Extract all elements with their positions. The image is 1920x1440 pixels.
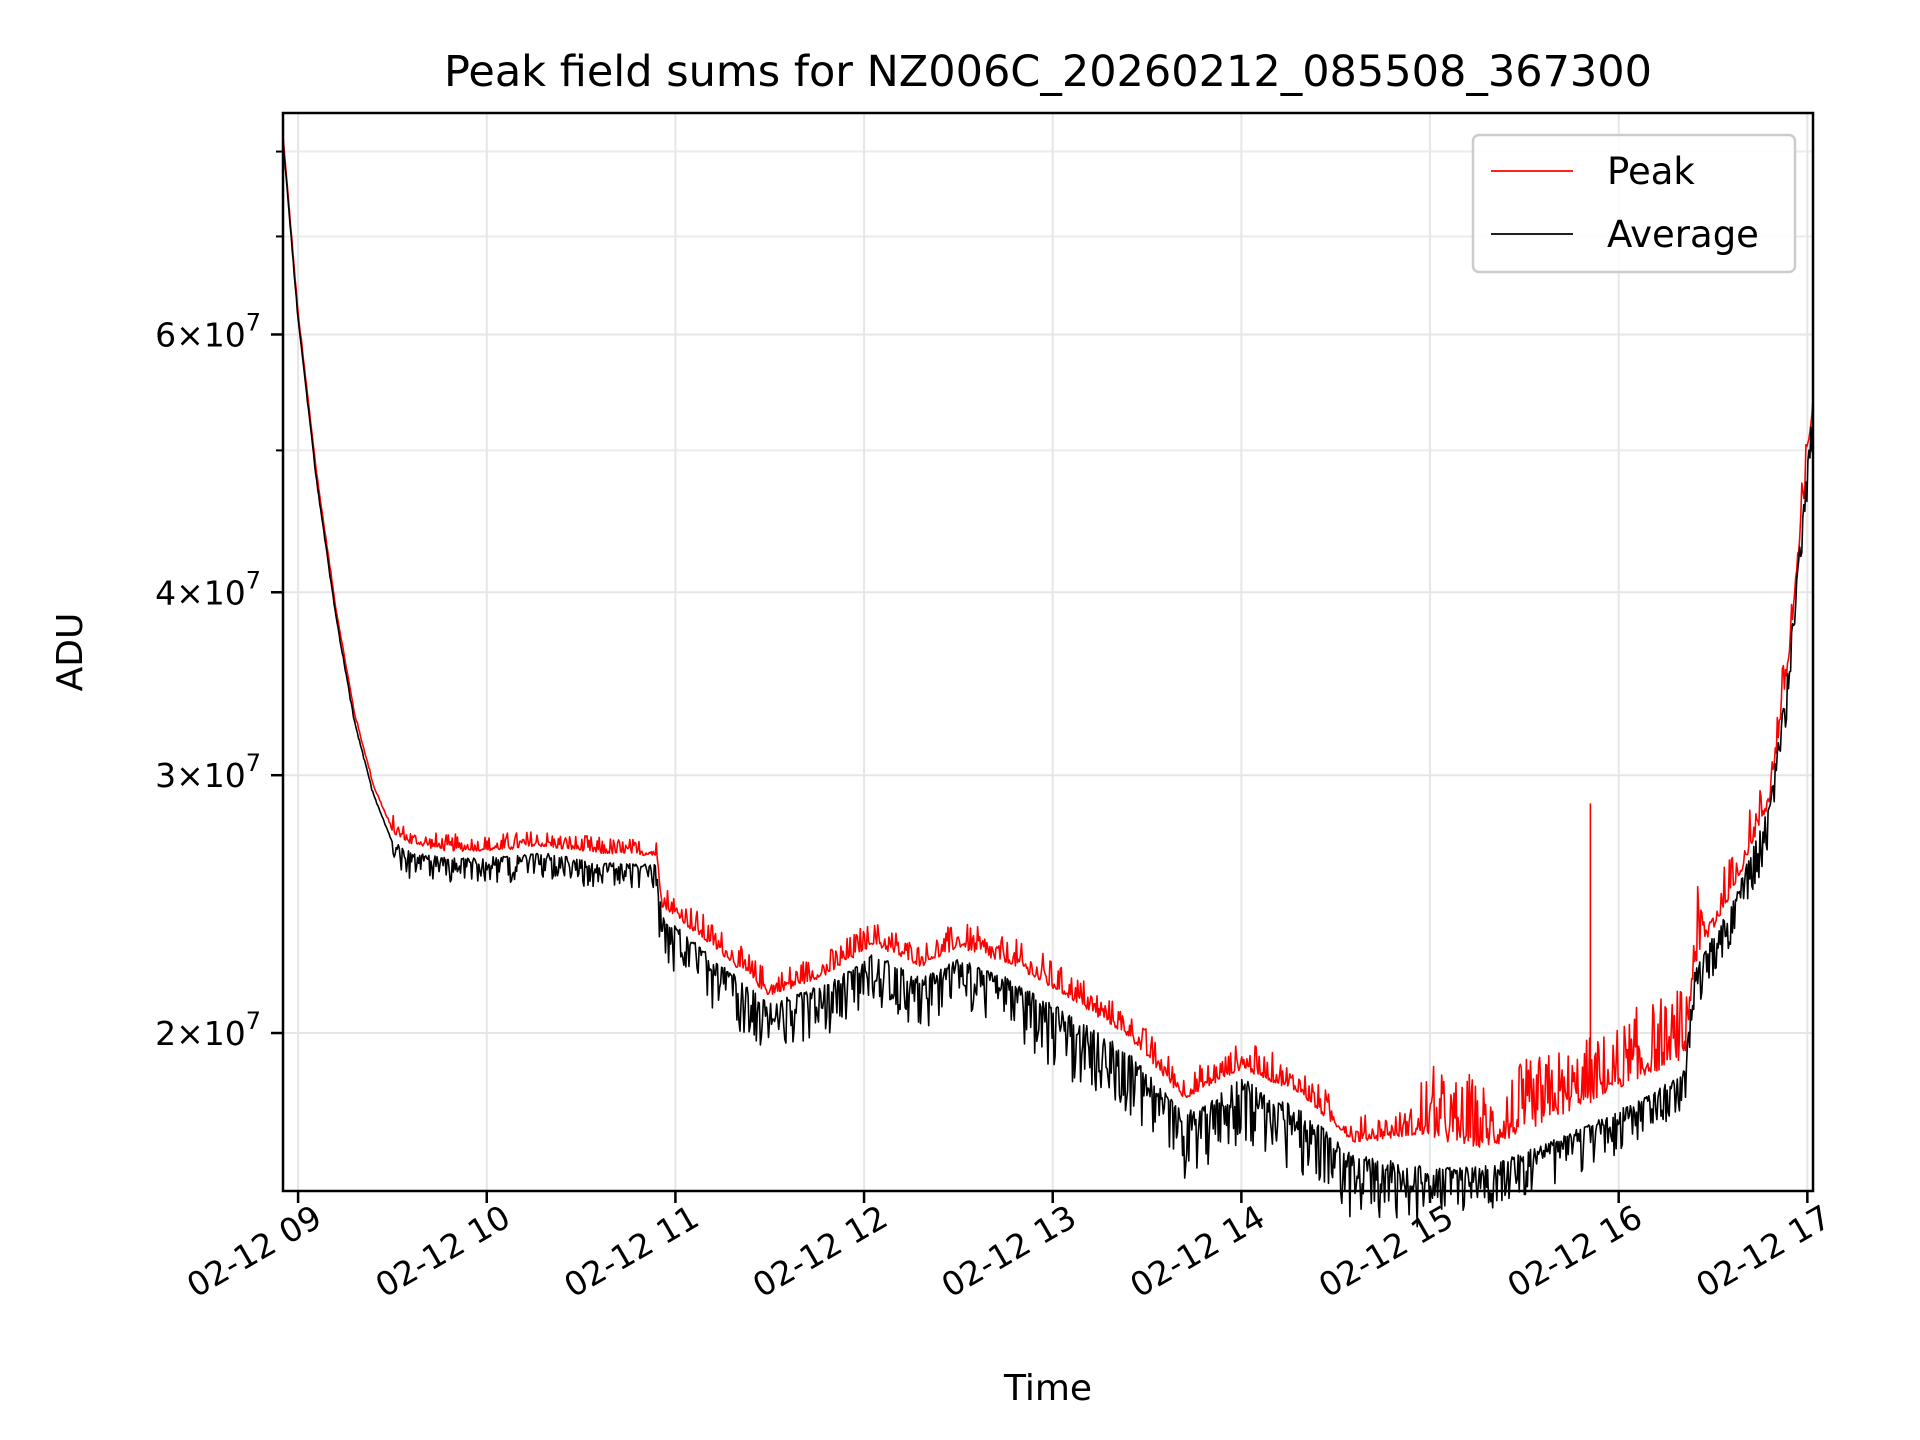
y-tick-times: ×10 (176, 573, 246, 612)
y-tick-label: 4×107 (155, 566, 261, 612)
legend: Peak Average (1471, 133, 1797, 274)
plot-series (282, 135, 1814, 1228)
y-tick-exponent: 7 (246, 308, 261, 336)
y-tick-times: ×10 (176, 1014, 246, 1053)
y-tick-mantissa: 4 (155, 573, 176, 612)
y-tick-mantissa: 3 (155, 756, 176, 795)
y-axis-label: ADU (50, 613, 91, 692)
legend-label-average: Average (1607, 213, 1759, 256)
x-axis-label: Time (1003, 1368, 1092, 1409)
y-tick-mantissa: 6 (155, 315, 176, 354)
chart-title: Peak field sums for NZ006C_20260212_0855… (444, 47, 1652, 97)
legend-label-peak: Peak (1607, 150, 1695, 193)
series-line-peak (282, 135, 1814, 1148)
legend-box (1471, 133, 1797, 274)
y-tick-label: 3×107 (155, 749, 261, 795)
y-tick-mantissa: 2 (155, 1014, 176, 1053)
y-tick-exponent: 7 (246, 749, 261, 777)
y-tick-times: ×10 (176, 756, 246, 795)
y-tick-exponent: 7 (246, 566, 261, 594)
y-tick-times: ×10 (176, 315, 246, 354)
y-tick-label: 2×107 (155, 1007, 261, 1053)
plot-frame (281, 111, 1815, 1193)
y-tick-label: 6×107 (155, 308, 261, 354)
series-line-average (282, 139, 1814, 1228)
y-tick-exponent: 7 (246, 1007, 261, 1035)
